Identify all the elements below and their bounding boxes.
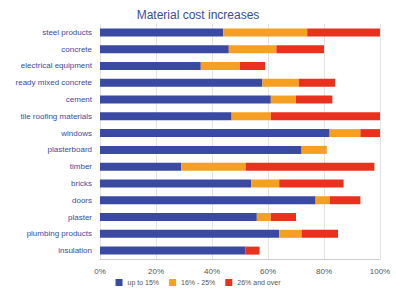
svg-text:Material cost increases: Material cost increases xyxy=(137,8,260,22)
svg-text:16% - 25%: 16% - 25% xyxy=(181,279,215,286)
svg-text:bricks: bricks xyxy=(71,179,92,188)
svg-text:windows: windows xyxy=(60,129,92,138)
svg-text:insulation: insulation xyxy=(58,246,92,255)
svg-text:40%: 40% xyxy=(204,267,220,276)
svg-text:26% and over: 26% and over xyxy=(237,279,281,286)
svg-text:timber: timber xyxy=(70,162,93,171)
svg-text:electrical equipment: electrical equipment xyxy=(21,61,93,70)
svg-text:plumbing products: plumbing products xyxy=(27,229,92,238)
svg-text:tile roofing materials: tile roofing materials xyxy=(20,112,92,121)
svg-text:ready mixed concrete: ready mixed concrete xyxy=(16,78,93,87)
svg-text:0%: 0% xyxy=(94,267,106,276)
svg-text:cement: cement xyxy=(66,95,93,104)
svg-text:steel products: steel products xyxy=(42,28,92,37)
svg-text:80%: 80% xyxy=(316,267,332,276)
svg-text:20%: 20% xyxy=(148,267,164,276)
svg-text:plaster: plaster xyxy=(68,213,92,222)
svg-text:concrete: concrete xyxy=(61,45,92,54)
svg-text:60%: 60% xyxy=(260,267,276,276)
svg-text:up to 15%: up to 15% xyxy=(128,279,160,287)
svg-text:doors: doors xyxy=(72,196,92,205)
svg-text:plasterboard: plasterboard xyxy=(48,145,92,154)
svg-text:100%: 100% xyxy=(370,267,390,276)
